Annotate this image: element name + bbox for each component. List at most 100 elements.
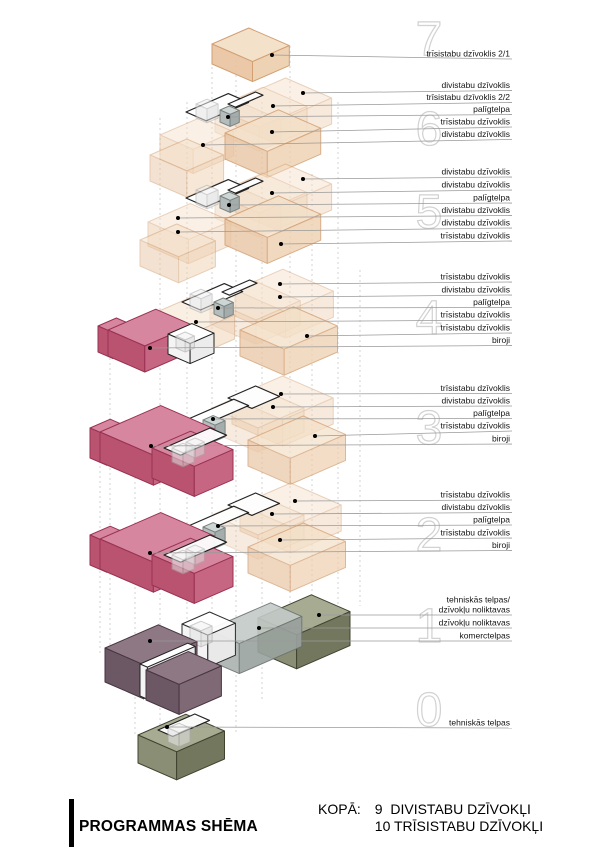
floor-label: palīgtelpa [473,297,510,307]
leader-dot [227,203,231,207]
leader-dot [313,434,317,438]
leader-dot [305,334,309,338]
floor-label: trīsistabu dzīvoklis 2/1 [426,49,510,59]
leader-line [177,215,513,219]
level-number: 6 [416,103,443,156]
floor-label: divistabu dzīvoklis [441,80,510,90]
core-box [195,98,219,124]
leader-dot [176,216,180,220]
floor-label: dzīvokļu noliktavas [439,618,510,628]
level-number: 3 [416,402,443,455]
floor-label: divistabu dzīvoklis [441,396,510,406]
leader-lines [148,53,513,729]
floor-label: trīsistabu dzīvoklis [441,490,510,500]
core-box [219,191,240,213]
core-box [189,620,213,648]
floor-label: divistabu dzīvoklis [441,180,510,190]
block-l7-apartment [211,27,290,83]
core-box [185,544,205,566]
leader-dot [226,115,230,119]
floor-label: trīsistabu dzīvoklis 2/2 [426,92,510,102]
title-accent-bar [69,799,74,847]
totals-line-2: 10 TRĪSISTABU DZĪVOKĻI [374,818,544,834]
leader-line [271,54,513,60]
leader-line [294,499,513,502]
floor-label: palīgtelpa [473,193,510,203]
leader-dot [270,191,274,195]
leader-dot [317,613,321,617]
leader-line [302,176,513,180]
core-box [175,331,195,353]
block-l5-apartment [224,195,322,264]
leader-line [271,512,513,515]
leader-dot [148,346,152,350]
totals-lines: 9 DIVISTABU DZĪVOKĻI 10 TRĪSISTABU DZĪVO… [375,801,543,835]
floor-label: palīgtelpa [473,515,510,525]
building-blocks [89,27,351,781]
leader-dot [149,444,153,448]
floor-labels: trīsistabu dzīvoklis 2/1 divistabu dzīvok… [426,49,510,728]
leader-dot [148,639,152,643]
floor-label: divistabu dzīvoklis [441,285,510,295]
floor-label: tehniskās telpas/ [447,595,511,605]
leader-line [202,139,513,146]
leader-line [271,189,513,194]
floor-label: trīsistabu dzīvoklis [441,117,510,127]
level-number: 4 [416,292,443,345]
floor-label: trīsistabu dzīvoklis [441,528,510,538]
floor-label: divistabu dzīvoklis [441,218,510,228]
block-l2-apartment [247,522,346,592]
floor-label: palīgtelpa [473,408,510,418]
leader-line [272,102,513,107]
plan-l4 [221,279,258,296]
floor-label: biroji [492,434,510,444]
totals-line-1: 9 DIVISTABU DZĪVOKĻI [374,801,531,817]
leader-dot [278,295,282,299]
leader-line [271,126,513,133]
leader-line [212,418,513,420]
leader-dot [270,512,274,516]
leader-dot [211,417,215,421]
floor-label: divistabu dzīvoklis [441,129,510,139]
floor-label: dzīvokļu noliktavas [439,605,510,615]
leader-line [279,537,513,541]
leader-dot [279,242,283,246]
floor-label: tehniskās telpas [449,718,510,728]
leader-dot [165,725,169,729]
block-l6-apartment [149,138,225,198]
floor-label: trīsistabu dzīvoklis [441,323,510,333]
floor-label: biroji [492,335,510,345]
core-box [213,297,234,319]
leader-dot [176,230,180,234]
floor-label: trīsistabu dzīvoklis [441,310,510,320]
leader-line [272,405,513,408]
plan-l6 [227,91,264,108]
leader-line [217,524,513,527]
core-box [195,184,219,210]
totals-label: KOPĀ: [318,801,361,817]
page-title: PROGRAMMAS SHĒMA [79,818,258,835]
leader-dot [271,405,275,409]
leader-dot [270,130,274,134]
leader-dot [301,91,305,95]
leader-line [150,443,513,447]
leader-line [166,726,513,729]
leader-dot [216,306,220,310]
leader-dot [257,626,261,630]
level-number: 5 [416,186,443,239]
core-box [167,722,191,748]
leader-line [177,227,513,233]
leader-line [280,240,513,245]
block-l1-commercial [145,651,222,715]
leader-dot [278,282,282,286]
plan-l5 [227,177,264,194]
leader-dot [216,524,220,528]
floor-label: biroji [492,540,510,550]
totals-summary: KOPĀ: 9 DIVISTABU DZĪVOKĻI 10 TRĪSISTABU… [318,801,543,835]
leader-dot [279,392,283,396]
leader-line [314,430,513,437]
leader-line [195,319,513,323]
leader-line [227,114,513,118]
